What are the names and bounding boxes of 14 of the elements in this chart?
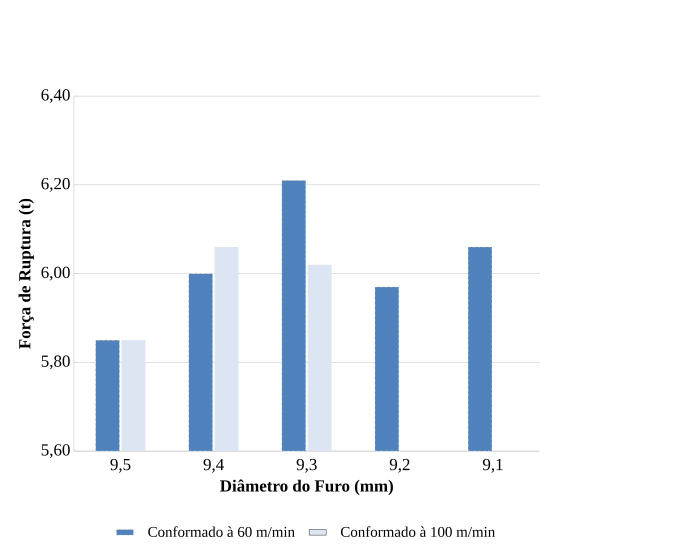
y-tick-label: 5,60 bbox=[42, 444, 70, 458]
x-tick-label: 9,2 bbox=[390, 458, 410, 473]
y-tick-label: 6,00 bbox=[41, 266, 70, 281]
y-tick-label: 6,20 bbox=[41, 178, 70, 192]
legend-label: Conformado à 60 m/min bbox=[148, 526, 295, 538]
x-tick-label: 9,4 bbox=[204, 458, 224, 473]
x-tick-label: 9,3 bbox=[296, 458, 317, 473]
x-tick-label: 9,1 bbox=[482, 458, 503, 473]
x-tick-label: 9,5 bbox=[110, 458, 130, 473]
y-axis-title: Força de Ruptura (t) bbox=[18, 198, 34, 349]
x-axis-title: Diâmetro do Furo (mm) bbox=[220, 480, 393, 496]
legend-label: Conformado à 100 m/min bbox=[340, 526, 496, 538]
y-tick-label: 6,40 bbox=[41, 89, 70, 104]
y-tick-label: 5,80 bbox=[42, 355, 70, 370]
